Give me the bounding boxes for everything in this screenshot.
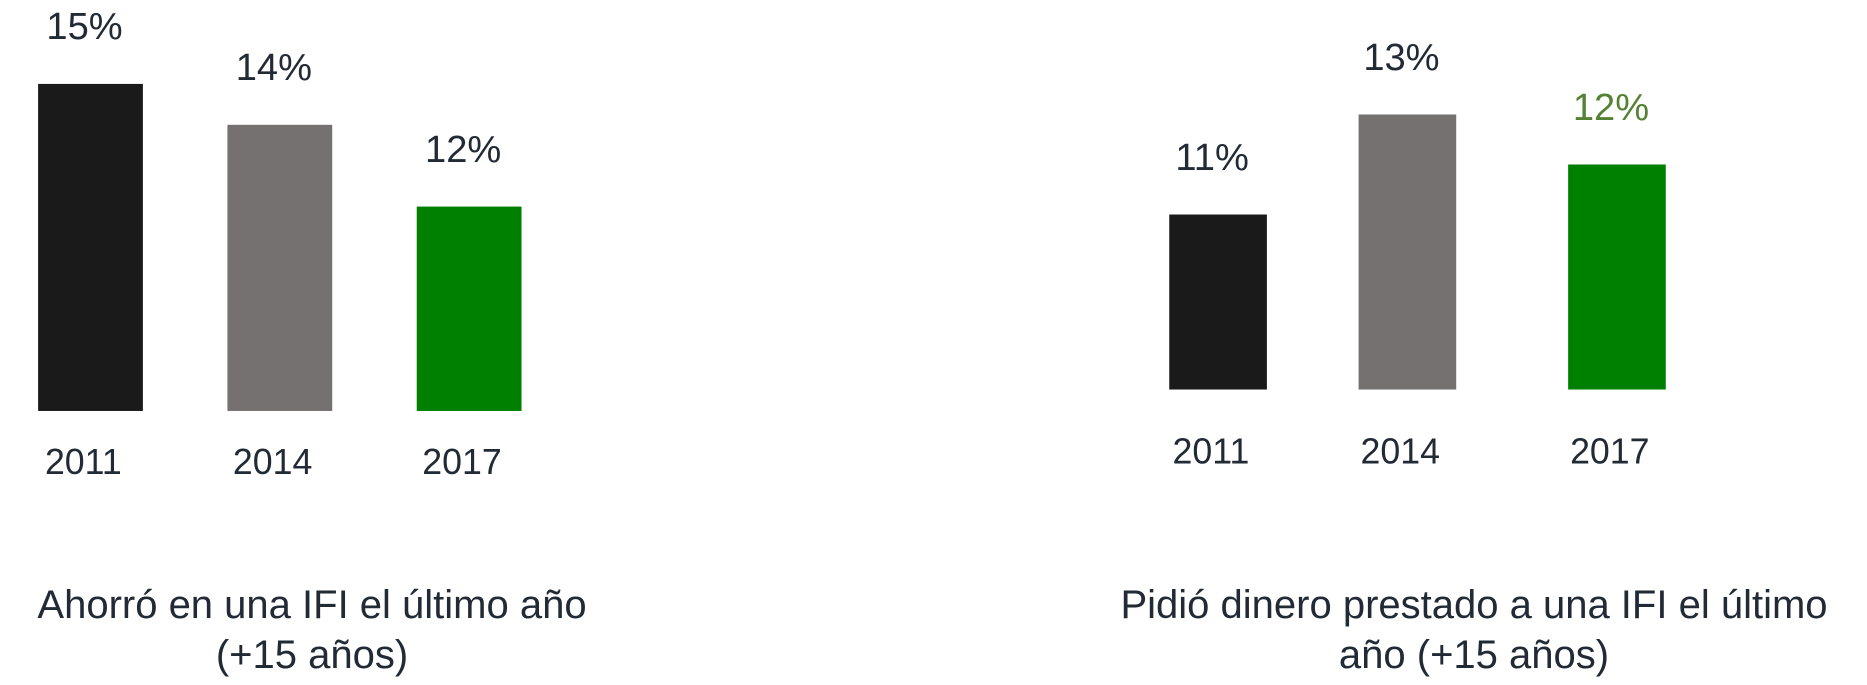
data-label: 12% [425,129,501,171]
data-label: 11% [1175,137,1248,179]
x-tick-label: 2011 [45,442,122,482]
bar [1169,214,1267,390]
data-label: 15% [46,6,122,48]
data-label: 14% [236,47,312,89]
x-tick-label: 2014 [1361,431,1440,471]
x-tick-label: 2017 [422,442,501,482]
chart-title: Pidió dinero prestado a una IFI el últim… [1120,583,1828,677]
data-label: 13% [1363,37,1439,79]
data-label: 12% [1573,87,1649,129]
bar [38,83,143,411]
bar [1358,114,1457,390]
x-tick-label: 2014 [233,442,312,482]
bar [1568,164,1666,390]
chart-title: Ahorró en una IFI el último año (+15 año… [37,583,587,677]
bar [416,206,522,411]
bar [227,124,333,411]
x-tick-label: 2011 [1173,431,1250,471]
x-tick-label: 2017 [1570,431,1649,471]
